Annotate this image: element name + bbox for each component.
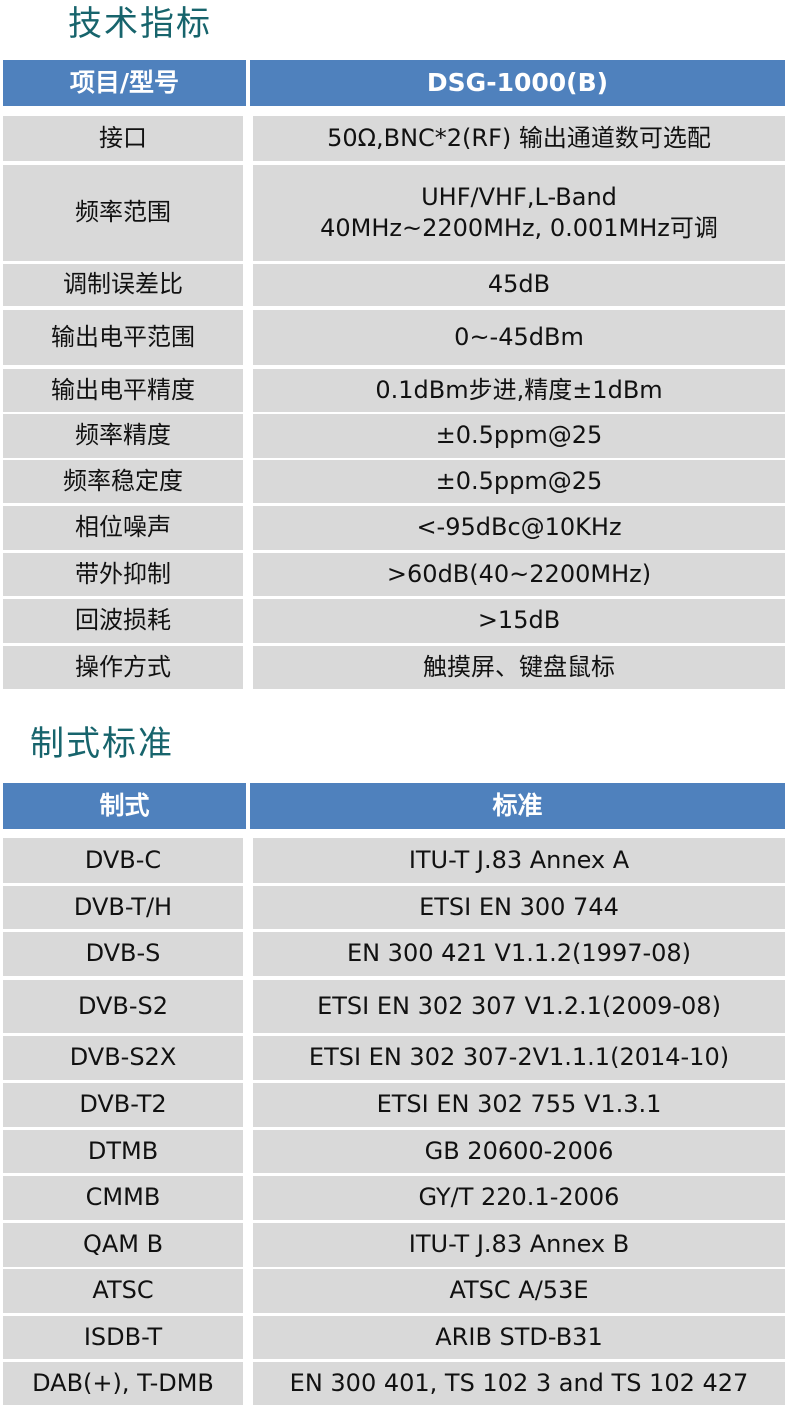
table-row: 频率精度 ±0.5ppm@25 [3, 414, 785, 458]
table-row-value: EN 300 401, TS 102 3 and TS 102 427 [253, 1362, 785, 1405]
table-row-label: DVB-C [3, 838, 243, 883]
table-row: DVB-T2 ETSI EN 302 755 V1.3.1 [3, 1083, 785, 1127]
table-row-value: EN 300 421 V1.1.2(1997-08) [253, 932, 785, 976]
table-row-value: ITU-T J.83 Annex A [253, 838, 785, 883]
table-row: ATSC ATSC A/53E [3, 1269, 785, 1313]
table-row-label: 输出电平范围 [3, 310, 243, 365]
table-row-value: ITU-T J.83 Annex B [253, 1223, 785, 1267]
table-row-label: CMMB [3, 1176, 243, 1220]
table-header: 制式 标准 [3, 783, 785, 829]
table-header-label: 制式 [3, 783, 246, 829]
table-row: 接口 50Ω,BNC*2(RF) 输出通道数可选配 [3, 116, 785, 161]
table-row-label: 相位噪声 [3, 506, 243, 550]
table-row-value: ETSI EN 302 307 V1.2.1(2009-08) [253, 980, 785, 1033]
table-row-label: DVB-S [3, 932, 243, 976]
table-row: 频率稳定度 ±0.5ppm@25 [3, 460, 785, 503]
table-row: ISDB-T ARIB STD-B31 [3, 1316, 785, 1359]
table-row-label: 回波损耗 [3, 599, 243, 643]
table-row: 带外抑制 >60dB(40~2200MHz) [3, 553, 785, 596]
table-row: 相位噪声 <-95dBc@10KHz [3, 506, 785, 550]
table-row-label: DVB-T2 [3, 1083, 243, 1127]
table-row-label: DVB-T/H [3, 886, 243, 929]
table-row-label: 频率范围 [3, 165, 243, 261]
table-row-value: ATSC A/53E [253, 1269, 785, 1313]
table-row-label: 输出电平精度 [3, 369, 243, 412]
table-row: DVB-T/H ETSI EN 300 744 [3, 886, 785, 929]
table-row: DTMB GB 20600-2006 [3, 1130, 785, 1173]
standards-title: 制式标准 [30, 724, 174, 764]
table-row-label: 调制误差比 [3, 264, 243, 306]
table-header-label: 项目/型号 [3, 60, 246, 106]
table-row: DAB(+), T-DMB EN 300 401, TS 102 3 and TS… [3, 1362, 785, 1405]
table-row-value: GB 20600-2006 [253, 1130, 785, 1173]
table-row-value: 触摸屏、键盘鼠标 [253, 646, 785, 689]
table-row-value: 0~-45dBm [253, 310, 785, 365]
table-row-value: 50Ω,BNC*2(RF) 输出通道数可选配 [253, 116, 785, 161]
table-row: 输出电平范围 0~-45dBm [3, 310, 785, 365]
specs-title: 技术指标 [68, 4, 212, 44]
table-row: 输出电平精度 0.1dBm步进,精度±1dBm [3, 369, 785, 412]
table-row-label: DAB(+), T-DMB [3, 1362, 243, 1405]
table-row: DVB-S2X ETSI EN 302 307-2V1.1.1(2014-10) [3, 1036, 785, 1080]
table-row-label: 频率稳定度 [3, 460, 243, 503]
table-row-value: ARIB STD-B31 [253, 1316, 785, 1359]
table-row-label: DTMB [3, 1130, 243, 1173]
table-row: DVB-S EN 300 421 V1.1.2(1997-08) [3, 932, 785, 976]
table-row-value: ETSI EN 302 755 V1.3.1 [253, 1083, 785, 1127]
table-row-label: 接口 [3, 116, 243, 161]
table-row-label: DVB-S2 [3, 980, 243, 1033]
table-row: DVB-C ITU-T J.83 Annex A [3, 838, 785, 883]
table-row-value: ETSI EN 302 307-2V1.1.1(2014-10) [253, 1036, 785, 1080]
table-row: 频率范围 UHF/VHF,L-Band 40MHz~2200MHz, 0.001M… [3, 165, 785, 261]
table-row-label: 频率精度 [3, 414, 243, 458]
table-row-label: DVB-S2X [3, 1036, 243, 1080]
table-header: 项目/型号 DSG-1000(B) [3, 60, 785, 106]
table-row-label: 操作方式 [3, 646, 243, 689]
table-row: 调制误差比 45dB [3, 264, 785, 306]
table-row-label: ISDB-T [3, 1316, 243, 1359]
table-header-value: DSG-1000(B) [250, 60, 785, 106]
table-header-value: 标准 [250, 783, 785, 829]
table-row: DVB-S2 ETSI EN 302 307 V1.2.1(2009-08) [3, 980, 785, 1033]
table-row-label: QAM B [3, 1223, 243, 1267]
table-row-value: 45dB [253, 264, 785, 306]
table-row-value: >60dB(40~2200MHz) [253, 553, 785, 596]
table-row: 操作方式 触摸屏、键盘鼠标 [3, 646, 785, 689]
table-row-value: <-95dBc@10KHz [253, 506, 785, 550]
table-row: CMMB GY/T 220.1-2006 [3, 1176, 785, 1220]
table-row-value: 0.1dBm步进,精度±1dBm [253, 369, 785, 412]
table-row-value: ±0.5ppm@25 [253, 414, 785, 458]
table-row-value: ±0.5ppm@25 [253, 460, 785, 503]
table-row-value: >15dB [253, 599, 785, 643]
table-row-value: GY/T 220.1-2006 [253, 1176, 785, 1220]
table-row: QAM B ITU-T J.83 Annex B [3, 1223, 785, 1267]
table-row-label: 带外抑制 [3, 553, 243, 596]
table-row-value: UHF/VHF,L-Band 40MHz~2200MHz, 0.001MHz可调 [253, 165, 785, 261]
table-row-value: ETSI EN 300 744 [253, 886, 785, 929]
table-row: 回波损耗 >15dB [3, 599, 785, 643]
table-row-label: ATSC [3, 1269, 243, 1313]
